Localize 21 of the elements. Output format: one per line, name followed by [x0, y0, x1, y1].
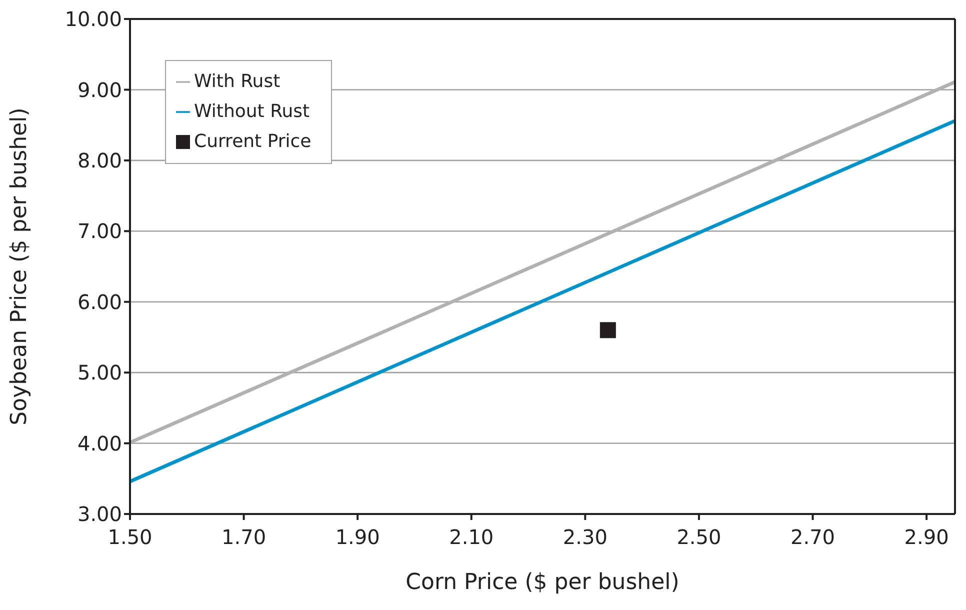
y-tick-label: 9.00	[77, 78, 122, 102]
x-tick-label: 2.90	[904, 525, 949, 550]
y-tick-label: 4.00	[77, 431, 122, 456]
x-axis-title: Corn Price ($ per bushel)	[406, 570, 680, 595]
y-axis-title: Soybean Price ($ per bushel)	[6, 108, 32, 426]
x-tick-label: 2.10	[449, 525, 494, 550]
x-tick-label: 2.30	[562, 525, 608, 550]
legend-label: Without Rust	[194, 101, 310, 122]
y-tick-label: 5.00	[77, 360, 122, 385]
x-tick-label: 1.90	[335, 525, 380, 550]
x-tick-label: 1.50	[108, 525, 152, 550]
x-tick-label: 2.70	[790, 525, 836, 550]
legend-label: With Rust	[194, 71, 280, 92]
y-tick-label: 3.00	[77, 502, 122, 526]
legend-label: Current Price	[194, 131, 312, 152]
x-tick-label: 2.50	[676, 525, 722, 550]
y-tick-label: 6.00	[77, 290, 122, 314]
x-tick-label: 1.70	[222, 525, 266, 550]
y-tick-label: 10.00	[64, 7, 122, 32]
y-tick-label: 7.00	[77, 219, 122, 244]
y-tick-label: 8.00	[77, 148, 122, 173]
